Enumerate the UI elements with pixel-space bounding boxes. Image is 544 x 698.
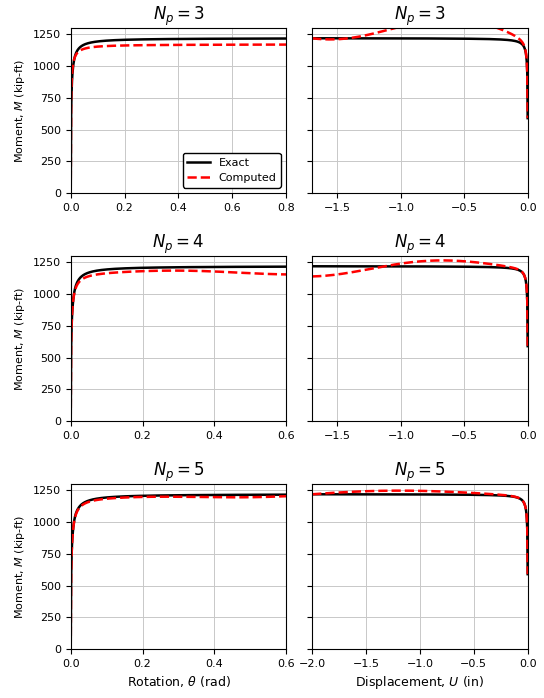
Exact xyxy=(278,491,285,499)
X-axis label: Rotation, $\theta$ (rad): Rotation, $\theta$ (rad) xyxy=(127,674,231,690)
Computed xyxy=(67,645,74,653)
Exact xyxy=(170,491,176,500)
Exact xyxy=(67,417,74,425)
Computed xyxy=(67,417,74,425)
Exact xyxy=(196,491,202,499)
Line: Computed: Computed xyxy=(71,45,286,193)
Exact xyxy=(244,34,251,43)
Computed xyxy=(170,493,176,501)
Computed xyxy=(283,492,289,500)
Computed xyxy=(184,267,191,275)
Exact xyxy=(283,262,289,271)
Exact xyxy=(171,263,178,272)
Exact xyxy=(184,35,190,43)
Exact xyxy=(278,262,285,271)
Computed xyxy=(278,40,285,49)
Computed xyxy=(171,267,178,275)
Computed xyxy=(196,267,203,275)
Computed xyxy=(244,40,251,49)
Y-axis label: Moment, $M$ (kip-ft): Moment, $M$ (kip-ft) xyxy=(13,286,27,391)
Exact xyxy=(196,35,202,43)
Computed xyxy=(170,267,176,275)
Exact xyxy=(171,35,178,43)
Line: Exact: Exact xyxy=(71,267,286,421)
Computed xyxy=(278,270,285,279)
Exact xyxy=(196,263,202,272)
Computed xyxy=(278,492,285,500)
Title: $N_p = 4$: $N_p = 4$ xyxy=(152,232,205,255)
Exact xyxy=(244,262,251,271)
Computed xyxy=(171,40,178,49)
Exact xyxy=(283,491,289,499)
Title: $N_p = 4$: $N_p = 4$ xyxy=(394,232,446,255)
Computed xyxy=(67,189,74,198)
Exact xyxy=(244,491,251,499)
Y-axis label: Moment, $M$ (kip-ft): Moment, $M$ (kip-ft) xyxy=(13,514,27,618)
Computed xyxy=(245,269,251,277)
Computed xyxy=(244,493,251,501)
Computed xyxy=(283,270,289,279)
Computed xyxy=(283,40,289,49)
Line: Computed: Computed xyxy=(71,496,286,649)
Title: $N_p = 5$: $N_p = 5$ xyxy=(152,461,205,484)
Title: $N_p = 3$: $N_p = 3$ xyxy=(152,4,205,28)
Exact xyxy=(67,645,74,653)
Computed xyxy=(196,40,202,49)
Legend: Exact, Computed: Exact, Computed xyxy=(183,153,281,188)
Computed xyxy=(184,493,190,501)
Computed xyxy=(184,40,190,49)
Exact xyxy=(184,263,190,272)
Exact xyxy=(283,34,289,43)
X-axis label: Displacement, $U$ (in): Displacement, $U$ (in) xyxy=(355,674,485,692)
Exact xyxy=(170,263,176,272)
Line: Computed: Computed xyxy=(71,271,286,421)
Computed xyxy=(196,493,202,501)
Y-axis label: Moment, $M$ (kip-ft): Moment, $M$ (kip-ft) xyxy=(13,59,27,163)
Exact xyxy=(170,35,176,43)
Exact xyxy=(67,189,74,198)
Title: $N_p = 5$: $N_p = 5$ xyxy=(394,461,446,484)
Line: Exact: Exact xyxy=(71,495,286,649)
Exact xyxy=(184,491,190,499)
Line: Exact: Exact xyxy=(71,38,286,193)
Computed xyxy=(171,493,178,501)
Exact xyxy=(278,34,285,43)
Exact xyxy=(171,491,178,500)
Computed xyxy=(171,267,177,275)
Computed xyxy=(170,40,176,49)
Title: $N_p = 3$: $N_p = 3$ xyxy=(394,4,446,28)
